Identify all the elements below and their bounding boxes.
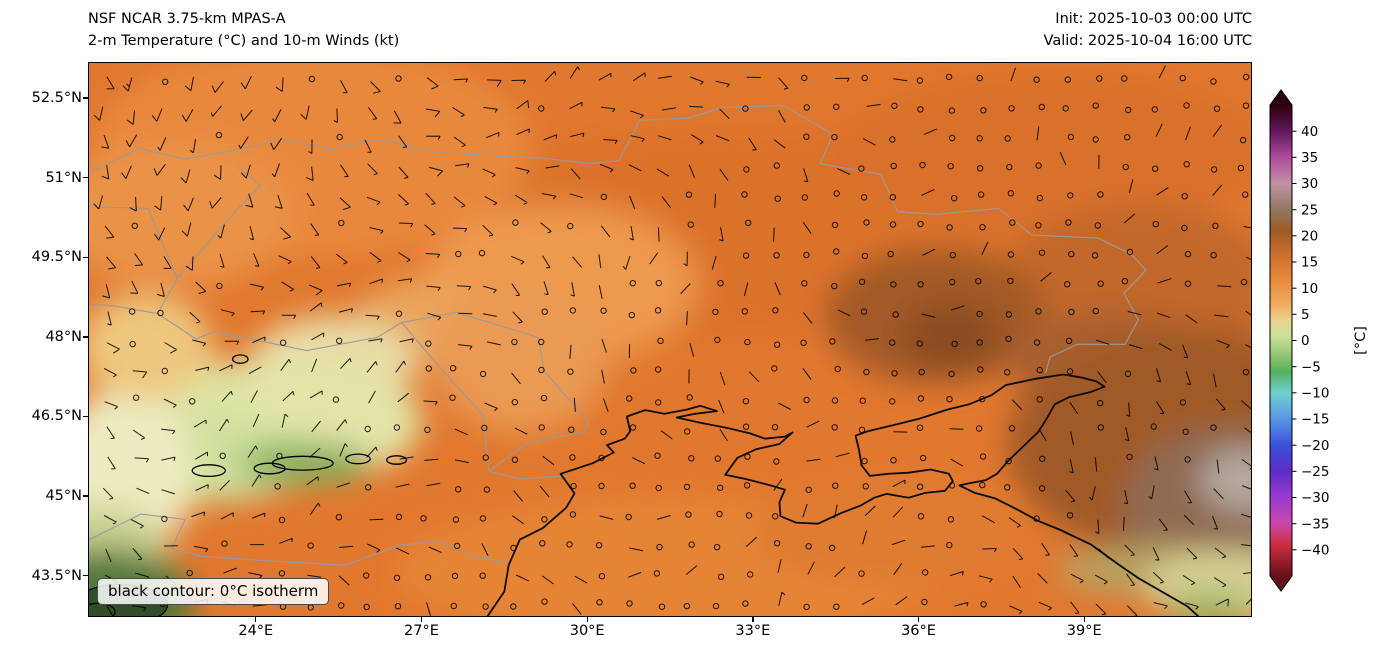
colorbar-tick-label: −35 — [1301, 516, 1330, 532]
lon-tick-label: 33°E — [735, 623, 771, 639]
map-panel — [88, 62, 1252, 617]
lon-tick-label: 24°E — [238, 623, 274, 639]
calm-wind-circles — [128, 73, 1250, 611]
lat-tick-label: 46.5°N — [31, 408, 82, 425]
lon-tick-mark — [1083, 617, 1085, 622]
colorbar-tick-label: 30 — [1301, 176, 1318, 192]
colorbar-tick-label: −20 — [1301, 438, 1330, 454]
lat-tick-label: 43.5°N — [31, 567, 82, 584]
init-time-label: Init: 2025-10-03 00:00 UTC — [1055, 11, 1252, 27]
colorbar-unit-label: [°C] — [1353, 326, 1369, 355]
lon-tick-mark — [420, 617, 423, 622]
lon-tick-mark — [255, 617, 257, 622]
temperature-shading — [89, 63, 1251, 616]
lat-tick-label: 51°N — [45, 169, 82, 186]
colorbar-tick-label: 15 — [1301, 255, 1318, 271]
lon-tick-label: 36°E — [901, 623, 936, 639]
colorbar-tick-label: 40 — [1301, 124, 1318, 140]
colorbar-tick-label: 0 — [1301, 333, 1310, 349]
colorbar-tick-label: 10 — [1301, 281, 1318, 297]
coastline — [486, 373, 1199, 616]
lon-tick-mark — [917, 617, 920, 622]
colorbar-ticks: 40 35 30 25 20 15 10 5 0 −5 −10 −15 −20 −25 −30 −35 −40 — [1292, 124, 1330, 559]
lat-tick-label: 49.5°N — [31, 249, 82, 266]
plot-time-block: Init: 2025-10-03 00:00 UTC Valid: 2025-1… — [1044, 8, 1252, 52]
temperature-colorbar: 40 35 30 25 20 15 10 5 0 −5 −10 −15 −20 −25 −30 −35 −40 [… — [1269, 89, 1369, 592]
lat-tick-label: 52.5°N — [31, 90, 82, 107]
lat-tick-mark — [83, 256, 88, 258]
colorbar-tick-label: −10 — [1301, 386, 1330, 402]
lat-tick-mark — [83, 97, 88, 99]
colorbar-tick-label: 35 — [1301, 150, 1318, 166]
lat-tick-mark — [83, 575, 88, 577]
colorbar-tick-label: −5 — [1301, 359, 1321, 375]
colorbar-tick-label: −15 — [1301, 412, 1330, 428]
lon-tick-mark — [586, 617, 588, 622]
plot-title-block: NSF NCAR 3.75-km MPAS-A 2-m Temperature … — [88, 8, 399, 52]
colorbar-tick-label: 25 — [1301, 202, 1318, 218]
lon-tick-label: 30°E — [569, 623, 605, 639]
temperature-wind-map — [89, 63, 1251, 616]
lat-tick-mark — [83, 177, 88, 179]
isotherm-annotation-text: black contour: 0°C isotherm — [108, 582, 319, 600]
plot-title-line2: 2-m Temperature (°C) and 10-m Winds (kt) — [88, 33, 400, 49]
lat-tick-label: 48°N — [45, 328, 82, 345]
colorbar-tick-label: 5 — [1301, 307, 1310, 323]
lat-tick-mark — [83, 495, 88, 497]
wind-barbs — [93, 65, 1251, 616]
colorbar-tick-label: 20 — [1301, 229, 1318, 245]
lat-tick-mark — [83, 336, 88, 338]
lon-tick-label: 39°E — [1066, 623, 1102, 639]
isotherm-annotation: black contour: 0°C isotherm — [97, 578, 330, 605]
colorbar-tick-label: −25 — [1301, 464, 1330, 480]
lat-tick-mark — [83, 415, 88, 418]
plot-title-line1: NSF NCAR 3.75-km MPAS-A — [88, 11, 286, 27]
lat-tick-label: 45°N — [45, 488, 82, 505]
colorbar-tick-label: −40 — [1301, 543, 1330, 559]
colorbar-bar — [1269, 89, 1293, 592]
lon-tick-mark — [752, 617, 754, 622]
lon-tick-label: 27°E — [404, 623, 439, 639]
valid-time-label: Valid: 2025-10-04 16:00 UTC — [1043, 33, 1252, 49]
colorbar-tick-label: −30 — [1301, 490, 1330, 506]
country-borders — [89, 104, 1147, 566]
